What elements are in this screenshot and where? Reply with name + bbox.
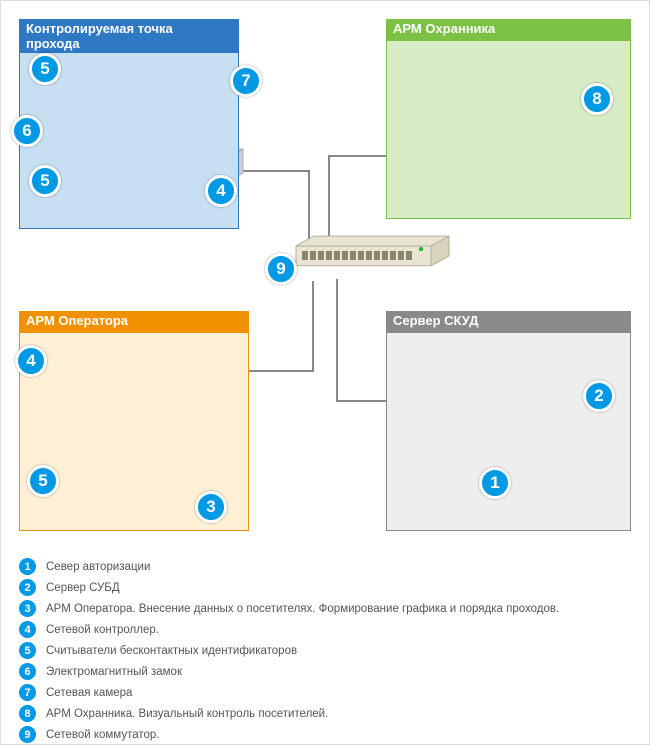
badge-8: 8 bbox=[581, 83, 613, 115]
panel-server: Сервер СКУД bbox=[386, 311, 631, 531]
legend-num: 1 bbox=[19, 558, 36, 575]
legend-text: АРМ Оператора. Внесение данных о посетит… bbox=[46, 603, 559, 615]
badge-1: 1 bbox=[479, 467, 511, 499]
legend-text: Север авторизации bbox=[46, 561, 150, 573]
legend-row: 5 Считыватели бесконтактных идентификатор… bbox=[19, 640, 629, 661]
badge-9: 9 bbox=[265, 253, 297, 285]
legend-row: 8 АРМ Охранника. Визуальный контроль посе… bbox=[19, 703, 629, 724]
legend-text: АРМ Охранника. Визуальный контроль посет… bbox=[46, 708, 328, 720]
badge-5: 5 bbox=[29, 165, 61, 197]
badge-5: 5 bbox=[27, 465, 59, 497]
panel-guard: АРМ Охранника bbox=[386, 19, 631, 219]
badge-3: 3 bbox=[195, 491, 227, 523]
badge-7: 7 bbox=[230, 65, 262, 97]
panel-title: АРМ Оператора bbox=[26, 314, 128, 329]
legend-num: 7 bbox=[19, 684, 36, 701]
legend-num: 8 bbox=[19, 705, 36, 722]
legend-num: 4 bbox=[19, 621, 36, 638]
legend-num: 5 bbox=[19, 642, 36, 659]
legend-row: 7 Сетевая камера bbox=[19, 682, 629, 703]
legend-row: 1 Север авторизации bbox=[19, 556, 629, 577]
panel-title: Контролируемая точкапрохода bbox=[26, 22, 173, 52]
panel-title: АРМ Охранника bbox=[393, 22, 495, 37]
legend-num: 3 bbox=[19, 600, 36, 617]
legend-text: Сетевой контроллер. bbox=[46, 624, 159, 636]
badge-4: 4 bbox=[15, 345, 47, 377]
diagram-root: Контролируемая точкапрохода АРМ Охранника… bbox=[0, 0, 650, 745]
legend-row: 9 Сетевой коммутатор. bbox=[19, 724, 629, 745]
legend-num: 6 bbox=[19, 663, 36, 680]
legend-num: 9 bbox=[19, 726, 36, 743]
legend-text: Сервер СУБД bbox=[46, 582, 120, 594]
badge-2: 2 bbox=[583, 380, 615, 412]
legend-row: 2 Сервер СУБД bbox=[19, 577, 629, 598]
legend-row: 3 АРМ Оператора. Внесение данных о посети… bbox=[19, 598, 629, 619]
legend: 1 Север авторизации 2 Сервер СУБД 3 АРМ Опера… bbox=[19, 556, 629, 745]
legend-row: 4 Сетевой контроллер. bbox=[19, 619, 629, 640]
legend-row: 6 Электромагнитный замок bbox=[19, 661, 629, 682]
legend-text: Сетевая камера bbox=[46, 687, 132, 699]
legend-text: Электромагнитный замок bbox=[46, 666, 182, 678]
legend-num: 2 bbox=[19, 579, 36, 596]
panel-title: Сервер СКУД bbox=[393, 314, 479, 329]
legend-text: Считыватели бесконтактных идентификаторо… bbox=[46, 645, 297, 657]
legend-text: Сетевой коммутатор. bbox=[46, 729, 160, 741]
badge-5: 5 bbox=[29, 53, 61, 85]
badge-6: 6 bbox=[11, 115, 43, 147]
badge-4: 4 bbox=[205, 175, 237, 207]
